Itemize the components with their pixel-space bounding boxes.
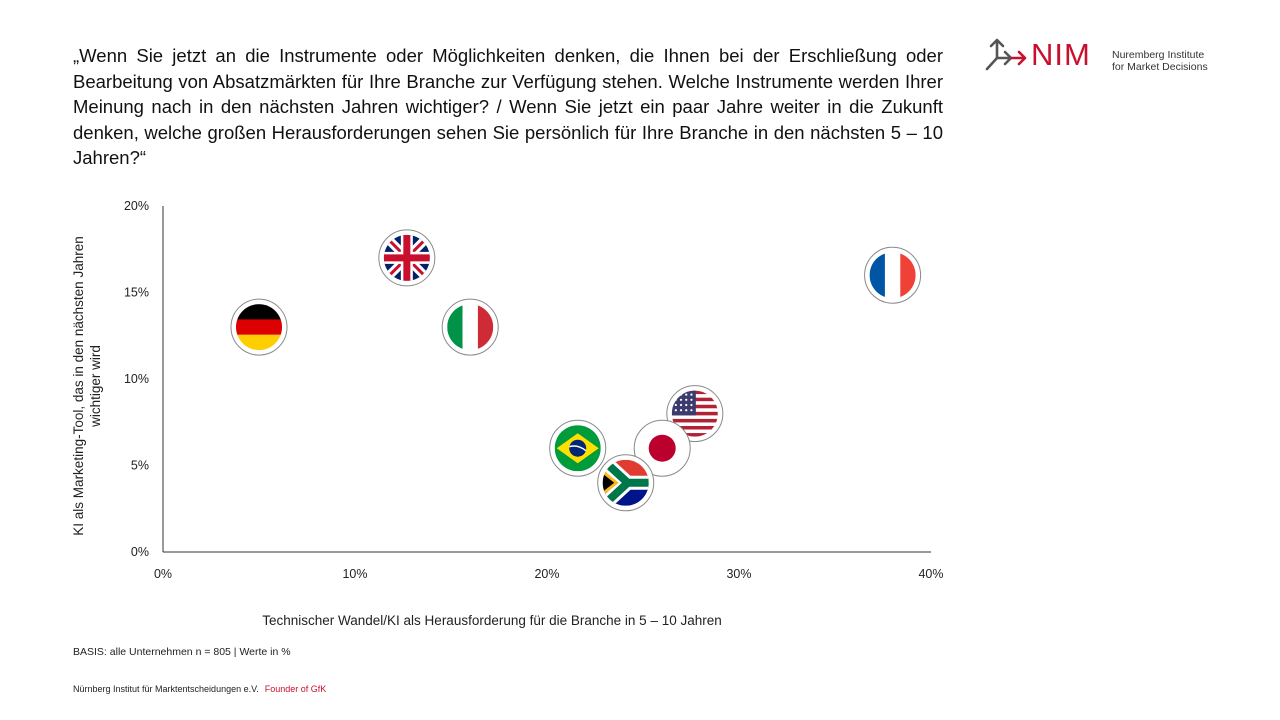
scatter-chart: 0% 10% 20% 30% 40% 0% 5% 10% 15% 20% Technischer… <box>71 199 944 628</box>
survey-question: „Wenn Sie jetzt an die Instrumente oder … <box>73 45 943 168</box>
y-tick-labels: 0% 5% 10% 15% 20% <box>124 199 149 559</box>
fr-flag-icon <box>864 246 922 304</box>
gb-flag-icon <box>378 229 436 287</box>
flag-image <box>869 252 916 299</box>
logo-tagline: Nuremberg Institute for Market Decisions <box>1112 49 1208 73</box>
x-axis-title: Technischer Wandel/KI als Herausforderun… <box>262 613 722 628</box>
flag-image <box>639 425 686 472</box>
br-flag-icon <box>549 419 607 477</box>
flag-image <box>447 304 494 351</box>
x-tick-label: 40% <box>918 567 943 581</box>
y-axis-title-line2: wichtiger wird <box>88 345 103 428</box>
us-flag-icon <box>666 385 724 443</box>
flag-image <box>236 304 282 351</box>
x-tick-labels: 0% 10% 20% 30% 40% <box>154 567 944 581</box>
y-axis-title: KI als Marketing-Tool, das in den nächst… <box>71 236 103 535</box>
y-tick-label: 15% <box>124 286 149 300</box>
flag-image <box>671 390 718 437</box>
data-points <box>230 229 922 512</box>
flag-image <box>554 425 601 472</box>
x-tick-label: 20% <box>534 567 559 581</box>
za-flag-icon <box>597 454 655 512</box>
de-flag-icon <box>230 298 288 356</box>
basis-note: BASIS: alle Unternehmen n = 805 | Werte … <box>73 646 291 658</box>
x-tick-label: 0% <box>154 567 172 581</box>
it-flag-icon <box>441 298 499 356</box>
logo-word: NIM <box>1031 37 1091 72</box>
x-tick-label: 10% <box>342 567 367 581</box>
jp-flag-icon <box>633 419 691 477</box>
footer-founder: Founder of GfK <box>264 684 327 694</box>
y-tick-label: 20% <box>124 199 149 213</box>
y-axis-title-line1: KI als Marketing-Tool, das in den nächst… <box>71 236 86 535</box>
footer: Nürnberg Institut für Marktentscheidunge… <box>73 684 326 694</box>
footer-org: Nürnberg Institut für Marktentscheidunge… <box>73 684 259 694</box>
logo-arrow-icon <box>985 38 1027 71</box>
x-tick-label: 30% <box>726 567 751 581</box>
flag-image <box>602 459 649 506</box>
y-tick-label: 5% <box>131 459 149 473</box>
logo-tagline-line2: for Market Decisions <box>1112 61 1208 73</box>
flag-image <box>383 234 430 281</box>
nim-logo: NIM Nuremberg Institute for Market Decis… <box>985 34 1215 76</box>
y-tick-label: 10% <box>124 372 149 386</box>
y-tick-label: 0% <box>131 545 149 559</box>
logo-tagline-line1: Nuremberg Institute <box>1112 49 1205 61</box>
